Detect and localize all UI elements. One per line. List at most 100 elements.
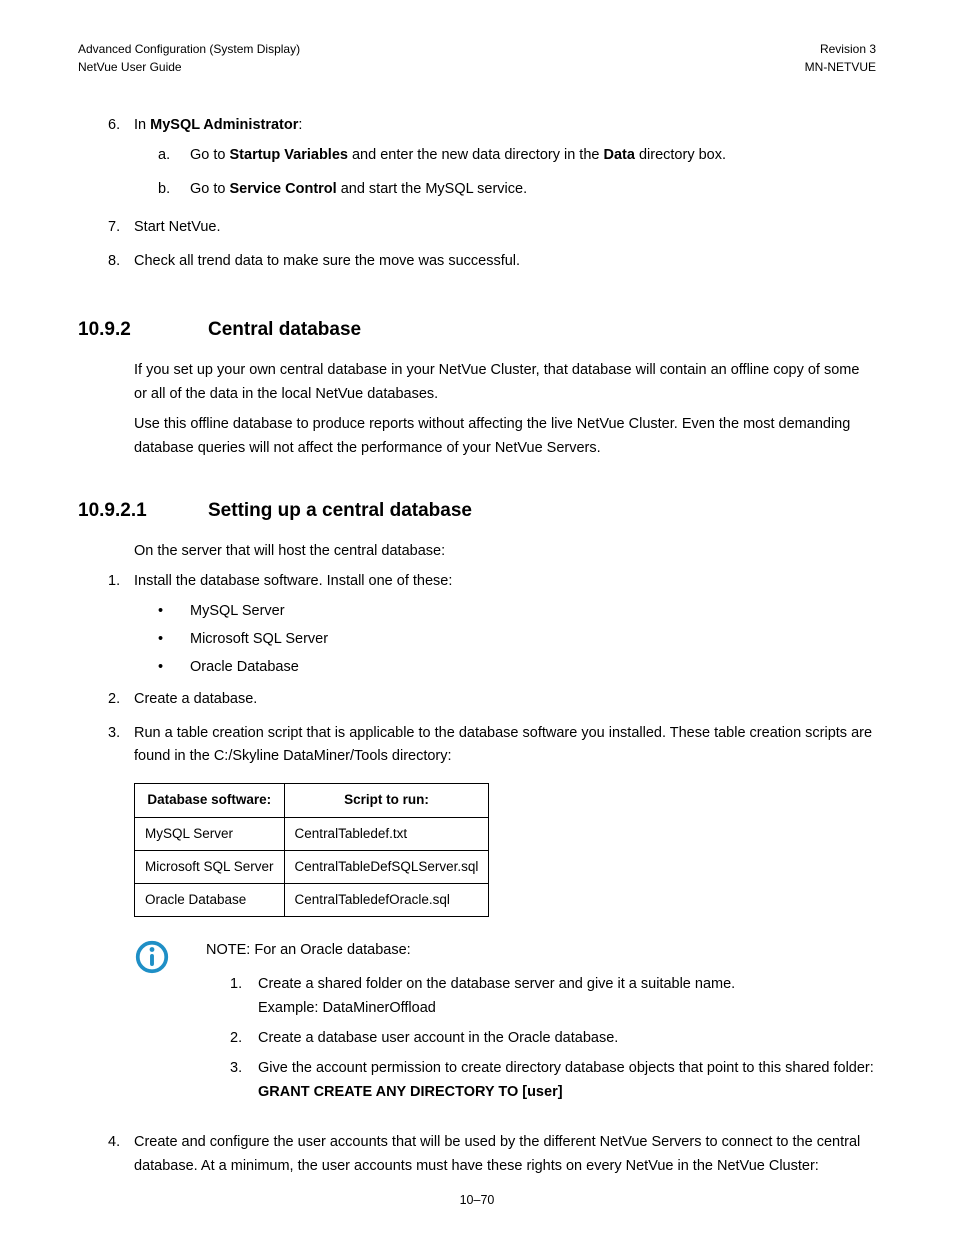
bullet-item: • MySQL Server — [134, 600, 876, 624]
bullet-item: • Oracle Database — [134, 656, 876, 680]
list-marker: 2. — [230, 1027, 258, 1051]
bullet-marker: • — [134, 656, 190, 680]
text-bold: MySQL Administrator — [150, 117, 298, 133]
note-item-2: 2. Create a database user account in the… — [230, 1027, 876, 1051]
note-item-1-line1: Create a shared folder on the database s… — [258, 973, 876, 997]
sublist-alpha: a. Go to Startup Variables and enter the… — [134, 144, 876, 208]
list-item-6: 6. In MySQL Administrator: a. Go to Star… — [78, 114, 876, 212]
note-item-2-text: Create a database user account in the Or… — [258, 1030, 618, 1046]
list-body: Go to Startup Variables and enter the ne… — [190, 144, 876, 174]
list-marker: 7. — [78, 216, 134, 246]
note-item-3-bold: GRANT CREATE ANY DIRECTORY TO [user] — [258, 1084, 563, 1100]
sublist-item-b: b. Go to Service Control and start the M… — [134, 178, 876, 208]
text-run: Go to — [190, 147, 230, 163]
list-body: Create and configure the user accounts t… — [134, 1131, 876, 1185]
list-item-8: 8. Check all trend data to make sure the… — [78, 250, 876, 280]
list-body: Create a database. — [134, 688, 876, 718]
step-4-text: Create and configure the user accounts t… — [134, 1131, 876, 1179]
table-header-script: Script to run: — [284, 784, 489, 817]
text-run: directory box. — [635, 147, 726, 163]
note-list: 1. Create a shared folder on the databas… — [230, 973, 876, 1105]
table-header-row: Database software: Script to run: — [135, 784, 489, 817]
list-marker: 2. — [78, 688, 134, 718]
table-cell: CentralTabledefOracle.sql — [284, 884, 489, 917]
list-marker: 1. — [230, 973, 258, 1021]
note-icon-wrap — [134, 939, 206, 1111]
content: 6. In MySQL Administrator: a. Go to Star… — [78, 114, 876, 1185]
step-2-text: Create a database. — [134, 688, 876, 712]
note-body: NOTE: For an Oracle database: 1. Create … — [206, 939, 876, 1111]
text-bold: Startup Variables — [230, 147, 348, 163]
section-1092-para1: If you set up your own central database … — [134, 359, 876, 407]
section-1092-para2: Use this offline database to produce rep… — [134, 413, 876, 461]
table-cell: MySQL Server — [135, 817, 285, 850]
heading-title: Central database — [208, 314, 876, 345]
list-marker: 8. — [78, 250, 134, 280]
table-row: Microsoft SQL Server CentralTableDefSQLS… — [135, 850, 489, 883]
section-10921-intro: On the server that will host the central… — [78, 540, 876, 564]
step-1: 1. Install the database software. Instal… — [78, 570, 876, 684]
note-item-3-pre: Give the account permission to create di… — [258, 1060, 874, 1076]
table-row: Oracle Database CentralTabledefOracle.sq… — [135, 884, 489, 917]
note-block: NOTE: For an Oracle database: 1. Create … — [134, 939, 876, 1111]
note-item-1: 1. Create a shared folder on the databas… — [230, 973, 876, 1021]
bullet-marker: • — [134, 628, 190, 652]
top-numbered-list: 6. In MySQL Administrator: a. Go to Star… — [78, 114, 876, 280]
table-cell: CentralTabledef.txt — [284, 817, 489, 850]
table-cell: Oracle Database — [135, 884, 285, 917]
table-header-software: Database software: — [135, 784, 285, 817]
list-body: Check all trend data to make sure the mo… — [134, 250, 876, 280]
table-cell: Microsoft SQL Server — [135, 850, 285, 883]
list-marker: a. — [134, 144, 190, 174]
note-item-body: Give the account permission to create di… — [258, 1057, 876, 1105]
list-item-8-text: Check all trend data to make sure the mo… — [134, 250, 876, 274]
page-number: 10–70 — [0, 1193, 954, 1207]
running-header: Advanced Configuration (System Display) … — [78, 40, 876, 76]
text-bold: Service Control — [230, 181, 337, 197]
heading-1092: 10.9.2 Central database — [78, 314, 876, 345]
heading-number: 10.9.2 — [78, 314, 208, 345]
list-item-7: 7. Start NetVue. — [78, 216, 876, 246]
note-title: NOTE: For an Oracle database: — [206, 939, 876, 963]
step-1-bullets: • MySQL Server • Microsoft SQL Server • … — [134, 600, 876, 680]
list-marker: 1. — [78, 570, 134, 684]
step-3: 3. Run a table creation script that is a… — [78, 722, 876, 776]
header-right-line2: MN-NETVUE — [805, 58, 876, 76]
text-run: : — [298, 117, 302, 133]
bullet-text: Microsoft SQL Server — [190, 628, 876, 652]
section-10921-intro-text: On the server that will host the central… — [134, 540, 876, 564]
step-2: 2. Create a database. — [78, 688, 876, 718]
sublist-item-a: a. Go to Startup Variables and enter the… — [134, 144, 876, 174]
step-3-text: Run a table creation script that is appl… — [134, 722, 876, 770]
bullet-text: MySQL Server — [190, 600, 876, 624]
page: Advanced Configuration (System Display) … — [0, 0, 954, 1235]
list-body: In MySQL Administrator: a. Go to Startup… — [134, 114, 876, 212]
text-bold: Data — [604, 147, 635, 163]
section-1092-body: If you set up your own central database … — [78, 359, 876, 461]
text-run: and enter the new data directory in the — [348, 147, 604, 163]
note-item-body: Create a database user account in the Or… — [258, 1027, 876, 1051]
script-table: Database software: Script to run: MySQL … — [134, 783, 489, 917]
heading-title: Setting up a central database — [208, 495, 876, 526]
step-4: 4. Create and configure the user account… — [78, 1131, 876, 1185]
text-run: Go to — [190, 181, 230, 197]
list-marker: 4. — [78, 1131, 134, 1185]
bullet-marker: • — [134, 600, 190, 624]
note-item-1-line2: Example: DataMinerOffload — [258, 997, 876, 1021]
header-left: Advanced Configuration (System Display) … — [78, 40, 300, 76]
list-body: Run a table creation script that is appl… — [134, 722, 876, 776]
list-item-7-text: Start NetVue. — [134, 216, 876, 240]
header-left-line1: Advanced Configuration (System Display) — [78, 40, 300, 58]
list-marker: b. — [134, 178, 190, 208]
list-body: Go to Service Control and start the MySQ… — [190, 178, 876, 208]
text-run: In — [134, 117, 150, 133]
text-run: and start the MySQL service. — [337, 181, 527, 197]
heading-number: 10.9.2.1 — [78, 495, 208, 526]
bullet-text: Oracle Database — [190, 656, 876, 680]
bullet-item: • Microsoft SQL Server — [134, 628, 876, 652]
sublist-b-text: Go to Service Control and start the MySQ… — [190, 178, 876, 202]
header-right: Revision 3 MN-NETVUE — [805, 40, 876, 76]
section-10921-steps: 1. Install the database software. Instal… — [78, 570, 876, 775]
sublist-a-text: Go to Startup Variables and enter the ne… — [190, 144, 876, 168]
info-icon — [134, 939, 170, 975]
